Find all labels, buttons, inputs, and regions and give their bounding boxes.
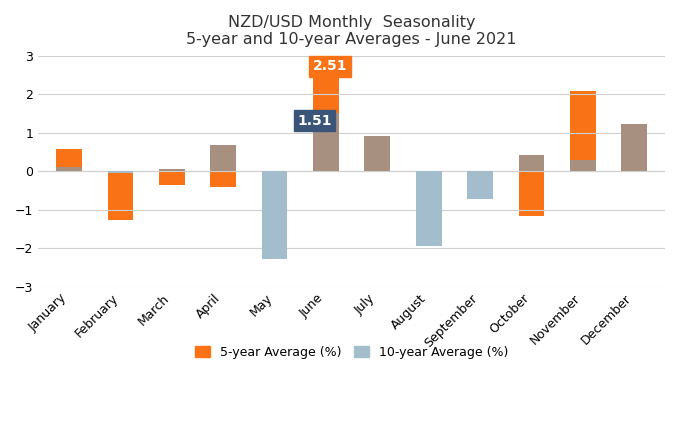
Bar <box>416 171 441 173</box>
Bar <box>519 155 544 171</box>
Text: 2.51: 2.51 <box>313 59 347 73</box>
Bar <box>159 169 185 171</box>
Bar <box>107 171 133 220</box>
Bar <box>570 91 596 171</box>
Bar <box>262 171 288 259</box>
Bar <box>313 74 339 171</box>
Bar <box>107 171 133 173</box>
Bar <box>313 113 339 171</box>
Bar <box>364 136 390 171</box>
Legend: 5-year Average (%), 10-year Average (%): 5-year Average (%), 10-year Average (%) <box>190 341 513 364</box>
Bar <box>467 171 493 199</box>
Bar <box>210 171 236 186</box>
Bar <box>56 167 82 171</box>
Bar <box>159 171 185 185</box>
Bar <box>519 171 544 215</box>
Bar <box>622 124 647 171</box>
Bar <box>262 171 288 177</box>
Bar <box>416 171 441 246</box>
Text: 1.51: 1.51 <box>297 114 332 128</box>
Bar <box>467 171 493 174</box>
Title: NZD/USD Monthly  Seasonality
5-year and 10-year Averages - June 2021: NZD/USD Monthly Seasonality 5-year and 1… <box>186 15 517 47</box>
Bar <box>622 161 647 171</box>
Bar <box>56 149 82 171</box>
Bar <box>210 145 236 171</box>
Bar <box>570 161 596 171</box>
